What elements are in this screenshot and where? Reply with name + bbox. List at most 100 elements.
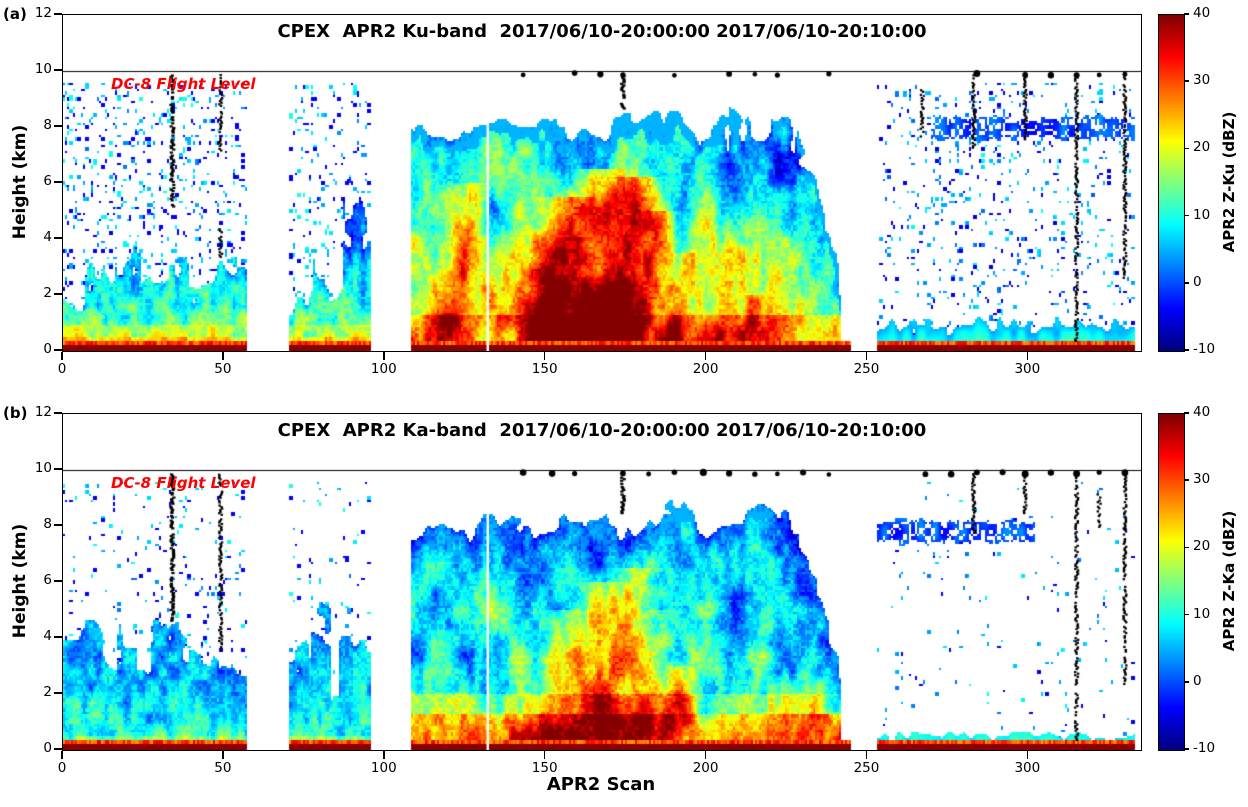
colorbar-tick-mark (1184, 412, 1189, 414)
y-tick-label: 2 (43, 684, 52, 700)
colorbar-tick-mark (1184, 282, 1189, 284)
x-axis-label: APR2 Scan (546, 774, 656, 795)
x-tick-label: 200 (692, 361, 719, 377)
x-tick-label: 0 (57, 361, 67, 377)
colorbar-tick-label: 0 (1193, 672, 1202, 689)
y-tick-mark (54, 636, 62, 638)
x-tick-label: 50 (214, 760, 232, 776)
colorbar-tick-label: -10 (1193, 740, 1216, 756)
colorbar-tick-mark (1184, 546, 1189, 549)
colorbar-tick-mark (1184, 349, 1189, 351)
x-tick-mark (61, 750, 63, 759)
y-tick-label: 4 (43, 229, 52, 245)
y-tick-mark (54, 412, 62, 414)
colorbar-tick-mark (1184, 214, 1189, 217)
colorbar-label-ka: APR2 Z-Ka (dBZ) (1220, 510, 1238, 652)
x-tick-label: 150 (531, 760, 558, 776)
x-tick-mark (865, 351, 868, 360)
colorbar-ku (1158, 14, 1185, 352)
x-tick-label: 100 (370, 361, 397, 377)
heatmap-canvas-ka (63, 414, 1141, 750)
panel-ka: (b) Height (km) CPEX APR2 Ka-band 2017/0… (0, 399, 1248, 807)
panel-title-ka: CPEX APR2 Ka-band 2017/06/10-20:00:00 20… (277, 420, 927, 441)
x-tick-label: 300 (1014, 760, 1041, 776)
x-tick-label: 300 (1014, 361, 1041, 377)
y-tick-mark (54, 13, 62, 15)
x-tick-mark (222, 750, 224, 759)
x-tick-mark (1026, 351, 1029, 360)
colorbar-gradient-ku (1159, 15, 1184, 351)
y-tick-mark (54, 748, 62, 750)
x-tick-label: 250 (853, 361, 880, 377)
x-tick-mark (704, 750, 707, 759)
y-tick-label: 10 (34, 460, 52, 476)
y-tick-label: 10 (34, 61, 52, 77)
x-tick-mark (1026, 750, 1029, 759)
flight-level-annotation-ka: DC-8 Flight Level (111, 474, 256, 492)
plot-area-ka: CPEX APR2 Ka-band 2017/06/10-20:00:00 20… (62, 413, 1142, 751)
y-tick-mark (54, 181, 62, 183)
colorbar-tick-mark (1184, 479, 1189, 481)
plot-area-ku: CPEX APR2 Ku-band 2017/06/10-20:00:00 20… (62, 14, 1142, 352)
x-tick-mark (383, 750, 385, 759)
x-tick-label: 150 (531, 361, 558, 377)
x-tick-label: 50 (214, 361, 232, 377)
x-tick-mark (61, 351, 63, 360)
colorbar-tick-label: -10 (1193, 341, 1216, 357)
colorbar-tick-mark (1184, 681, 1189, 683)
colorbar-tick-label: 20 (1193, 139, 1211, 156)
colorbar-ka (1158, 413, 1185, 751)
y-tick-label: 8 (43, 516, 52, 532)
panel-letter-b: (b) (3, 404, 28, 422)
x-tick-mark (383, 351, 385, 360)
colorbar-tick-label: 10 (1193, 605, 1211, 622)
colorbar-tick-label: 20 (1193, 538, 1211, 555)
x-tick-label: 100 (370, 760, 397, 776)
y-tick-mark (54, 293, 62, 295)
panel-ku: (a) Height (km) CPEX APR2 Ku-band 2017/0… (0, 0, 1248, 399)
y-tick-mark (54, 125, 62, 127)
y-tick-label: 12 (34, 404, 52, 420)
y-tick-label: 2 (43, 285, 52, 301)
x-tick-mark (704, 351, 707, 360)
colorbar-tick-mark (1184, 147, 1189, 150)
y-tick-mark (54, 349, 62, 351)
x-tick-label: 0 (57, 760, 67, 776)
y-tick-mark (54, 524, 62, 526)
colorbar-tick-mark (1184, 748, 1189, 750)
x-tick-mark (222, 351, 224, 360)
x-tick-label: 250 (853, 760, 880, 776)
colorbar-tick-label: 0 (1193, 273, 1202, 290)
colorbar-tick-label: 30 (1193, 72, 1211, 89)
flight-level-annotation-ku: DC-8 Flight Level (111, 75, 256, 93)
colorbar-tick-label: 40 (1193, 404, 1211, 420)
panel-letter-a: (a) (3, 5, 27, 23)
y-tick-mark (54, 580, 62, 582)
panel-title-ku: CPEX APR2 Ku-band 2017/06/10-20:00:00 20… (277, 21, 927, 42)
colorbar-tick-mark (1184, 13, 1189, 15)
colorbar-tick-label: 10 (1193, 206, 1211, 223)
x-tick-mark (543, 750, 546, 759)
y-tick-label: 4 (43, 628, 52, 644)
y-tick-label: 8 (43, 117, 52, 133)
colorbar-tick-mark (1184, 613, 1189, 616)
y-tick-mark (54, 69, 62, 71)
x-tick-label: 200 (692, 760, 719, 776)
y-tick-label: 0 (43, 341, 52, 357)
colorbar-tick-label: 30 (1193, 471, 1211, 488)
heatmap-canvas-ku (63, 15, 1141, 351)
y-tick-mark (54, 692, 62, 694)
x-tick-mark (543, 351, 546, 360)
colorbar-gradient-ka (1159, 414, 1184, 750)
y-tick-label: 6 (43, 173, 52, 189)
colorbar-tick-mark (1184, 80, 1189, 82)
y-tick-mark (54, 237, 62, 239)
y-tick-label: 12 (34, 5, 52, 21)
y-tick-label: 6 (43, 572, 52, 588)
y-tick-label: 0 (43, 740, 52, 756)
x-tick-mark (865, 750, 868, 759)
y-tick-mark (54, 468, 62, 470)
colorbar-label-ku: APR2 Z-Ku (dBZ) (1220, 111, 1238, 253)
colorbar-tick-label: 40 (1193, 5, 1211, 21)
